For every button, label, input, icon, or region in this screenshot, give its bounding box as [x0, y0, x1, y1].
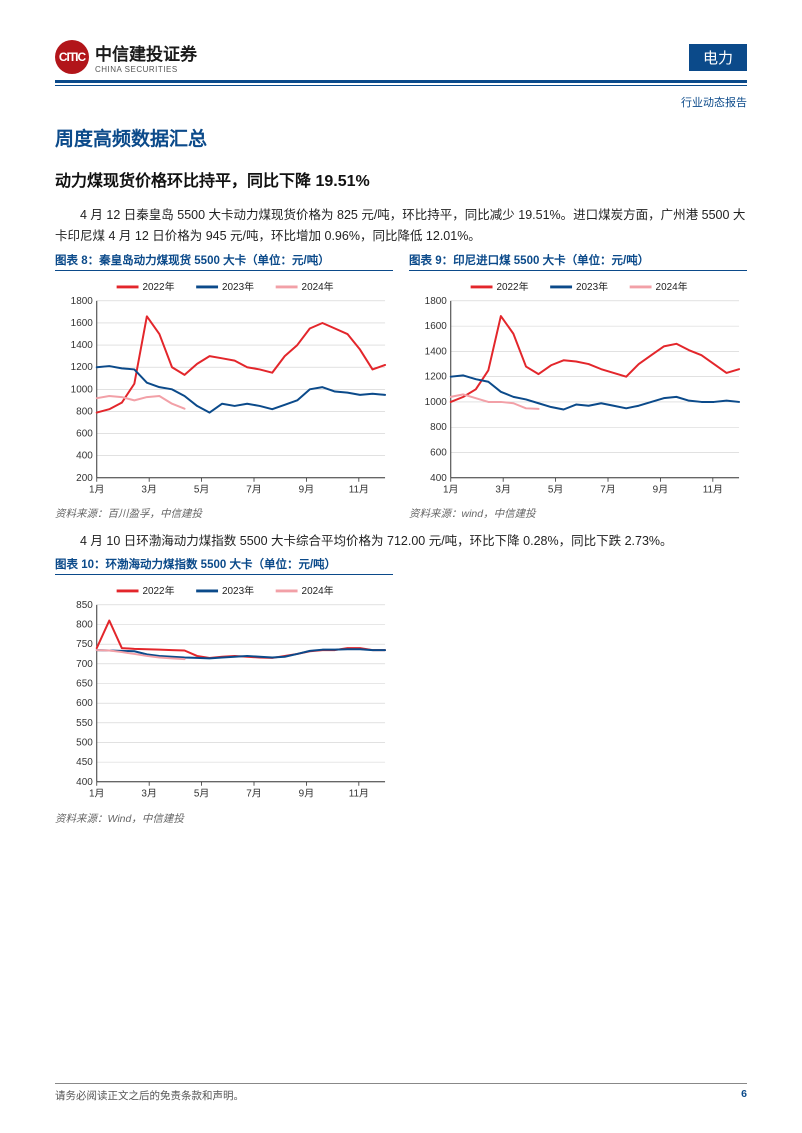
svg-text:1600: 1600	[425, 321, 448, 332]
logo-glyph: CITIC	[59, 50, 85, 64]
section-h1: 周度高频数据汇总	[55, 124, 747, 151]
page-number: 6	[741, 1088, 747, 1103]
svg-text:9月: 9月	[653, 483, 668, 495]
svg-text:750: 750	[76, 640, 93, 651]
svg-text:400: 400	[430, 472, 447, 483]
svg-text:2022年: 2022年	[496, 279, 528, 292]
svg-text:1400: 1400	[425, 346, 448, 357]
doc-type-label: 行业动态报告	[55, 94, 747, 110]
svg-text:2024年: 2024年	[302, 279, 334, 292]
svg-text:1月: 1月	[89, 483, 104, 495]
logo-icon: CITIC	[55, 40, 89, 74]
chart-row-2-spacer	[409, 556, 747, 826]
svg-text:2023年: 2023年	[222, 584, 254, 597]
svg-text:2022年: 2022年	[142, 279, 174, 292]
svg-text:650: 650	[76, 679, 93, 690]
svg-text:400: 400	[76, 777, 93, 788]
chart-8-svg: 200 400 600 800 1000 1200 1400 1600 1800 1月 3月 5月 7月…	[55, 275, 393, 504]
chart-9-svg: 400 600 800 1000 1200 1400 1600 1800 1月 3月 5月 7月 9月 1…	[409, 275, 747, 504]
svg-text:1月: 1月	[89, 788, 104, 800]
chart-9-source: 资料来源：wind，中信建投	[409, 506, 747, 521]
chart-10-caption: 图表 10：环渤海动力煤指数 5500 大卡（单位：元/吨）	[55, 556, 393, 575]
svg-text:600: 600	[430, 447, 447, 458]
svg-text:200: 200	[76, 472, 93, 483]
svg-text:1600: 1600	[71, 317, 94, 328]
svg-text:2023年: 2023年	[576, 279, 608, 292]
svg-text:1400: 1400	[71, 340, 94, 351]
svg-text:2022年: 2022年	[142, 584, 174, 597]
footer-disclaimer: 请务必阅读正文之后的免责条款和声明。	[55, 1088, 244, 1103]
svg-text:5月: 5月	[548, 483, 563, 495]
chart-8-caption: 图表 8：秦皇岛动力煤现货 5500 大卡（单位：元/吨）	[55, 252, 393, 271]
svg-text:1200: 1200	[71, 362, 94, 373]
svg-text:3月: 3月	[141, 483, 156, 495]
footer-rule	[55, 1083, 747, 1084]
svg-text:9月: 9月	[299, 788, 314, 800]
paragraph-2: 4 月 10 日环渤海动力煤指数 5500 大卡综合平均价格为 712.00 元…	[55, 531, 747, 552]
svg-text:400: 400	[76, 450, 93, 461]
chart-10-svg: 400 450 500 550 600 650 700 750 800 850 1月 3月 5月 7月 9月…	[55, 579, 393, 808]
svg-text:1800: 1800	[425, 295, 448, 306]
page-footer: 请务必阅读正文之后的免责条款和声明。 6	[55, 1083, 747, 1103]
logo-text-cn: 中信建投证券	[95, 40, 197, 65]
svg-text:11月: 11月	[703, 483, 723, 495]
svg-text:5月: 5月	[194, 483, 209, 495]
svg-text:500: 500	[76, 738, 93, 749]
svg-text:600: 600	[76, 428, 93, 439]
brand-logo: CITIC 中信建投证券 CHINA SECURITIES	[55, 40, 197, 74]
chart-row-2: 图表 10：环渤海动力煤指数 5500 大卡（单位：元/吨） 400 450 500…	[55, 556, 747, 826]
svg-text:1000: 1000	[71, 384, 94, 395]
chart-10: 图表 10：环渤海动力煤指数 5500 大卡（单位：元/吨） 400 450 500…	[55, 556, 393, 826]
chart-9: 图表 9：印尼进口煤 5500 大卡（单位：元/吨） 400 600 800 1000…	[409, 252, 747, 522]
header-rule-thin	[55, 85, 747, 86]
svg-text:3月: 3月	[495, 483, 510, 495]
svg-text:1200: 1200	[425, 371, 448, 382]
svg-text:800: 800	[76, 406, 93, 417]
svg-text:9月: 9月	[299, 483, 314, 495]
svg-text:2024年: 2024年	[656, 279, 688, 292]
svg-text:1月: 1月	[443, 483, 458, 495]
svg-text:2023年: 2023年	[222, 279, 254, 292]
chart-10-source: 资料来源：Wind，中信建投	[55, 811, 393, 826]
svg-text:600: 600	[76, 699, 93, 710]
sector-badge: 电力	[689, 44, 747, 71]
svg-text:11月: 11月	[349, 483, 369, 495]
svg-text:7月: 7月	[246, 788, 261, 800]
svg-text:7月: 7月	[600, 483, 615, 495]
svg-text:450: 450	[76, 758, 93, 769]
chart-9-caption: 图表 9：印尼进口煤 5500 大卡（单位：元/吨）	[409, 252, 747, 271]
chart-8: 图表 8：秦皇岛动力煤现货 5500 大卡（单位：元/吨） 200 400 600 8…	[55, 252, 393, 522]
chart-8-source: 资料来源：百川盈孚，中信建投	[55, 506, 393, 521]
svg-text:3月: 3月	[141, 788, 156, 800]
paragraph-1: 4 月 12 日秦皇岛 5500 大卡动力煤现货价格为 825 元/吨，环比持平…	[55, 205, 747, 248]
svg-text:800: 800	[430, 422, 447, 433]
header-rule-bold	[55, 80, 747, 83]
svg-text:5月: 5月	[194, 788, 209, 800]
logo-text-en: CHINA SECURITIES	[95, 65, 197, 74]
svg-text:1800: 1800	[71, 295, 94, 306]
section-h2: 动力煤现货价格环比持平，同比下降 19.51%	[55, 167, 747, 191]
header-row: CITIC 中信建投证券 CHINA SECURITIES 电力	[55, 40, 747, 74]
svg-text:1000: 1000	[425, 396, 448, 407]
svg-text:700: 700	[76, 659, 93, 670]
svg-text:550: 550	[76, 718, 93, 729]
chart-row-1: 图表 8：秦皇岛动力煤现货 5500 大卡（单位：元/吨） 200 400 600 8…	[55, 252, 747, 522]
svg-text:7月: 7月	[246, 483, 261, 495]
svg-text:2024年: 2024年	[302, 584, 334, 597]
svg-text:800: 800	[76, 620, 93, 631]
svg-text:850: 850	[76, 600, 93, 611]
svg-text:11月: 11月	[349, 788, 369, 800]
